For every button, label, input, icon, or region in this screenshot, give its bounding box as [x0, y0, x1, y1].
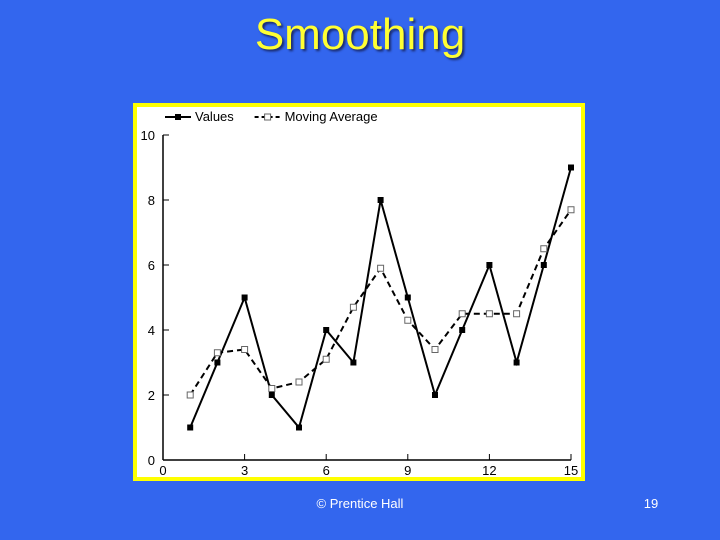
values-point: [404, 294, 411, 301]
values-point: [323, 327, 330, 333]
moving-average-point: [540, 245, 548, 253]
legend-marker-moving-average: [264, 113, 272, 121]
y-tick-label: 10: [141, 128, 155, 143]
values-point: [513, 359, 520, 366]
chart-panel: 0 2 4 6 8 10 0 3 6 9 12 15 Values Moving Average: [137, 107, 581, 477]
x-tick-label: 6: [323, 463, 330, 477]
moving-average-point: [377, 264, 385, 272]
values-point: [241, 294, 248, 301]
y-tick-label: 4: [148, 323, 155, 338]
legend-marker-values: [175, 114, 181, 120]
moving-average-point: [349, 303, 357, 311]
y-tick-label: 8: [148, 193, 155, 208]
moving-average-series-line: [189, 209, 572, 396]
moving-average-point: [485, 310, 493, 318]
slide-title: Smoothing: [254, 10, 466, 59]
values-point: [540, 262, 547, 268]
moving-average-point: [268, 385, 276, 392]
values-point: [486, 262, 493, 268]
y-tick-label: 0: [148, 453, 155, 468]
moving-average-point: [186, 391, 194, 399]
moving-average-point: [213, 349, 221, 357]
values-point: [268, 392, 275, 398]
page-number: 19: [643, 496, 659, 511]
moving-average-point: [431, 346, 439, 353]
moving-average-point: [295, 378, 303, 386]
footer-copyright: © Prentice Hall: [316, 496, 404, 511]
chart-frame: 0 2 4 6 8 10 0 3 6 9 12 15 Values Moving Average: [133, 103, 585, 481]
y-tick-label: 2: [148, 388, 155, 403]
values-point: [432, 392, 438, 398]
x-tick-label: 15: [564, 463, 578, 477]
values-point: [568, 164, 574, 171]
x-tick-label: 9: [404, 463, 411, 477]
values-point: [187, 424, 194, 431]
values-point: [459, 327, 466, 333]
legend-label-values: Values: [195, 109, 234, 124]
moving-average-point: [458, 310, 466, 318]
moving-average-point: [567, 206, 575, 214]
moving-average-point: [404, 316, 412, 324]
x-tick-label: 0: [159, 463, 166, 477]
x-tick-label: 3: [241, 463, 248, 477]
moving-average-point: [322, 355, 330, 363]
values-point: [377, 197, 384, 203]
moving-average-point: [513, 310, 521, 318]
x-tick-label: 12: [482, 463, 496, 477]
line-chart: 0 2 4 6 8 10 0 3 6 9 12 15 Values Moving Average: [141, 109, 579, 477]
values-point: [350, 359, 357, 366]
values-point: [296, 424, 302, 431]
moving-average-point: [241, 346, 249, 353]
values-point: [214, 359, 221, 366]
legend-label-moving-average: Moving Average: [285, 109, 378, 124]
y-tick-label: 6: [148, 258, 155, 273]
